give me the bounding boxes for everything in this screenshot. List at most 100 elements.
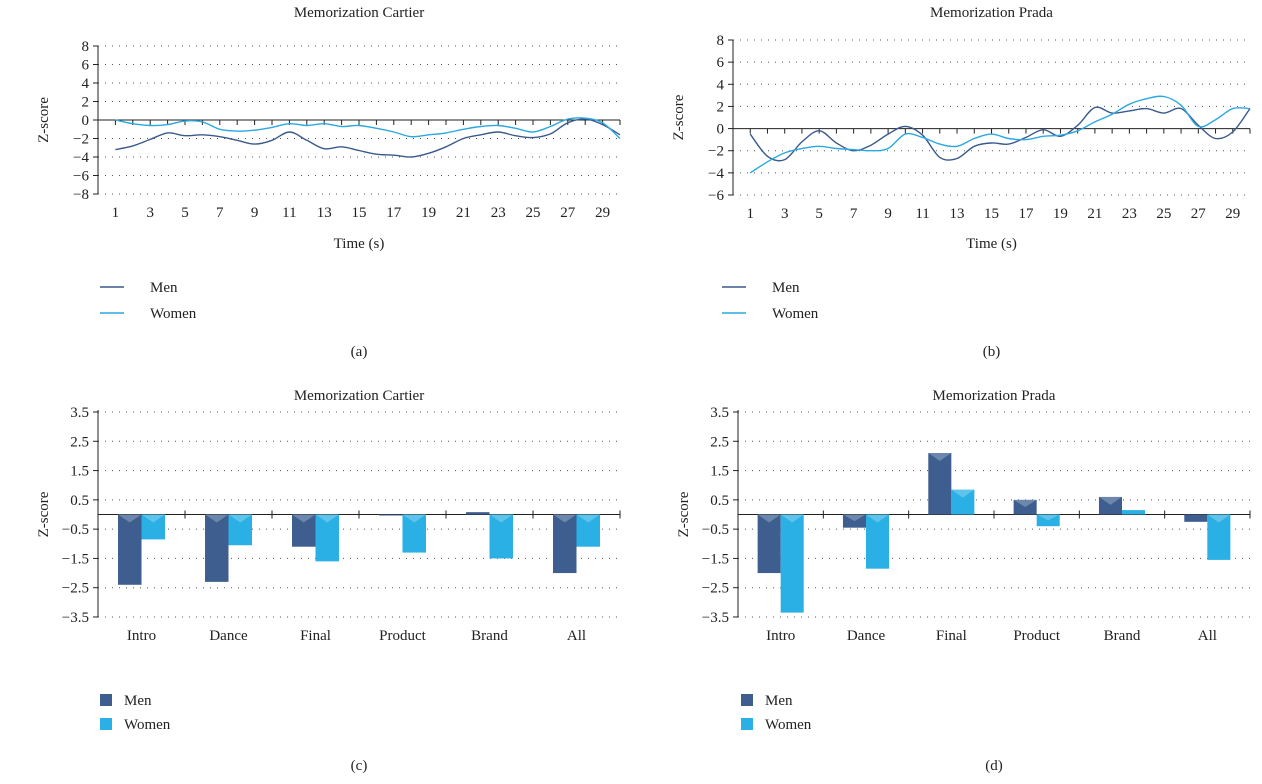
y-tick-label: 1.5 bbox=[710, 464, 729, 480]
bar-highlight bbox=[1013, 499, 1037, 508]
bar-men bbox=[1184, 514, 1208, 522]
legend-label: Men bbox=[765, 693, 793, 709]
x-tick-label: 3 bbox=[146, 205, 154, 221]
x-tick-label: 9 bbox=[884, 206, 892, 222]
chart-panel-0: Memorization Cartier −8 −6 −4 −2 0 2 4 6 8 Z-score… bbox=[36, 5, 621, 360]
x-tick-label: 5 bbox=[181, 205, 189, 221]
y-tick-label: −0.5 bbox=[702, 522, 729, 538]
bar-highlight bbox=[951, 489, 975, 498]
bar-women bbox=[1207, 514, 1231, 560]
legend-label: Women bbox=[150, 306, 197, 322]
series-line-men bbox=[115, 118, 621, 158]
bar-women bbox=[489, 514, 513, 559]
y-tick-label: −3.5 bbox=[62, 610, 89, 626]
y-tick-label: 8 bbox=[717, 33, 725, 49]
x-tick-label: Intro bbox=[766, 628, 795, 644]
x-tick-label: 25 bbox=[1156, 206, 1171, 222]
legend-label: Men bbox=[772, 280, 800, 296]
bar-women bbox=[866, 514, 890, 569]
y-tick-label: 4 bbox=[82, 76, 90, 92]
y-tick-label: −6 bbox=[708, 188, 724, 204]
bar-men bbox=[842, 514, 866, 528]
y-tick-label: 0.5 bbox=[710, 493, 729, 509]
y-tick-label: −2.5 bbox=[62, 581, 89, 597]
y-tick-label: 2.5 bbox=[710, 434, 729, 450]
x-tick-label: 21 bbox=[456, 205, 471, 221]
x-tick-label: Dance bbox=[209, 628, 248, 644]
y-tick-label: 0 bbox=[717, 122, 725, 138]
x-tick-label: 17 bbox=[1018, 206, 1034, 222]
x-tick-label: 19 bbox=[421, 205, 436, 221]
legend-label: Women bbox=[772, 306, 819, 322]
bar-highlight bbox=[1207, 514, 1231, 523]
y-tick-label: −0.5 bbox=[62, 522, 89, 538]
y-tick-label: −2 bbox=[73, 132, 89, 148]
bar-men bbox=[1013, 499, 1037, 515]
bar-highlight bbox=[205, 514, 229, 523]
y-tick-label: 3.5 bbox=[70, 405, 89, 421]
x-tick-label: 15 bbox=[352, 205, 367, 221]
y-axis-label: Z-score bbox=[671, 94, 687, 140]
bar-highlight bbox=[118, 514, 142, 523]
x-tick-label: 29 bbox=[595, 205, 610, 221]
bar-women bbox=[780, 514, 804, 613]
panel-caption: (a) bbox=[351, 344, 368, 360]
bar-women bbox=[951, 489, 975, 515]
bar-women bbox=[402, 514, 426, 553]
series-line-women bbox=[115, 117, 621, 140]
y-tick-label: −2.5 bbox=[702, 581, 729, 597]
x-tick-label: Brand bbox=[471, 628, 508, 644]
bar-men bbox=[928, 453, 952, 515]
y-tick-label: 2.5 bbox=[70, 434, 89, 450]
x-tick-label: Final bbox=[936, 628, 967, 644]
bar-highlight bbox=[842, 514, 866, 522]
bar-men bbox=[118, 514, 142, 585]
x-tick-label: 1 bbox=[112, 205, 120, 221]
legend-swatch bbox=[741, 694, 753, 706]
legend-swatch bbox=[741, 718, 753, 730]
legend-label: Men bbox=[124, 693, 152, 709]
bar-men bbox=[205, 514, 229, 582]
bar-highlight bbox=[489, 514, 513, 523]
bar-men bbox=[553, 514, 577, 574]
y-tick-label: 1.5 bbox=[70, 464, 89, 480]
panel-caption: (d) bbox=[985, 758, 1003, 774]
bar-men bbox=[466, 512, 490, 515]
chart-title: Memorization Cartier bbox=[294, 388, 424, 404]
bar-women bbox=[576, 514, 600, 547]
bar-highlight bbox=[866, 514, 890, 523]
bar-highlight bbox=[402, 514, 426, 523]
x-tick-label: Dance bbox=[847, 628, 886, 644]
y-tick-label: 2 bbox=[717, 99, 725, 115]
bar-women bbox=[141, 514, 165, 540]
x-tick-label: Product bbox=[379, 628, 426, 644]
bar-women bbox=[315, 514, 339, 562]
y-axis-label: Z-score bbox=[36, 491, 52, 537]
bar-highlight bbox=[1098, 496, 1122, 505]
x-tick-label: 9 bbox=[251, 205, 259, 221]
y-tick-label: 4 bbox=[717, 77, 725, 93]
bar-highlight bbox=[757, 514, 781, 523]
y-tick-label: 0.5 bbox=[70, 493, 89, 509]
y-axis-label: Z-score bbox=[676, 491, 692, 537]
x-axis-label: Time (s) bbox=[334, 236, 385, 252]
y-tick-label: −3.5 bbox=[702, 610, 729, 626]
chart-panel-2: Memorization Cartier 3.5 2.5 1.5 0.5 −0.5 −1.5… bbox=[36, 388, 621, 774]
panel-caption: (c) bbox=[351, 758, 368, 774]
x-tick-label: Intro bbox=[127, 628, 156, 644]
chart-title: Memorization Prada bbox=[930, 5, 1053, 21]
y-tick-label: 6 bbox=[82, 58, 90, 74]
bar-highlight bbox=[315, 514, 339, 523]
chart-panel-3: Memorization Prada 3.5 2.5 1.5 0.5 −0.5 −1.5 −2… bbox=[676, 388, 1251, 774]
x-tick-label: All bbox=[567, 628, 586, 644]
bar-women bbox=[228, 514, 252, 546]
bar-women bbox=[1036, 514, 1060, 527]
bar-men bbox=[1098, 496, 1122, 515]
x-tick-label: 13 bbox=[950, 206, 965, 222]
y-tick-label: 2 bbox=[82, 95, 90, 111]
bar-men bbox=[292, 514, 316, 547]
bar-highlight bbox=[141, 514, 165, 523]
x-tick-label: 7 bbox=[216, 205, 224, 221]
bar-highlight bbox=[576, 514, 600, 523]
y-tick-label: −6 bbox=[73, 169, 89, 185]
